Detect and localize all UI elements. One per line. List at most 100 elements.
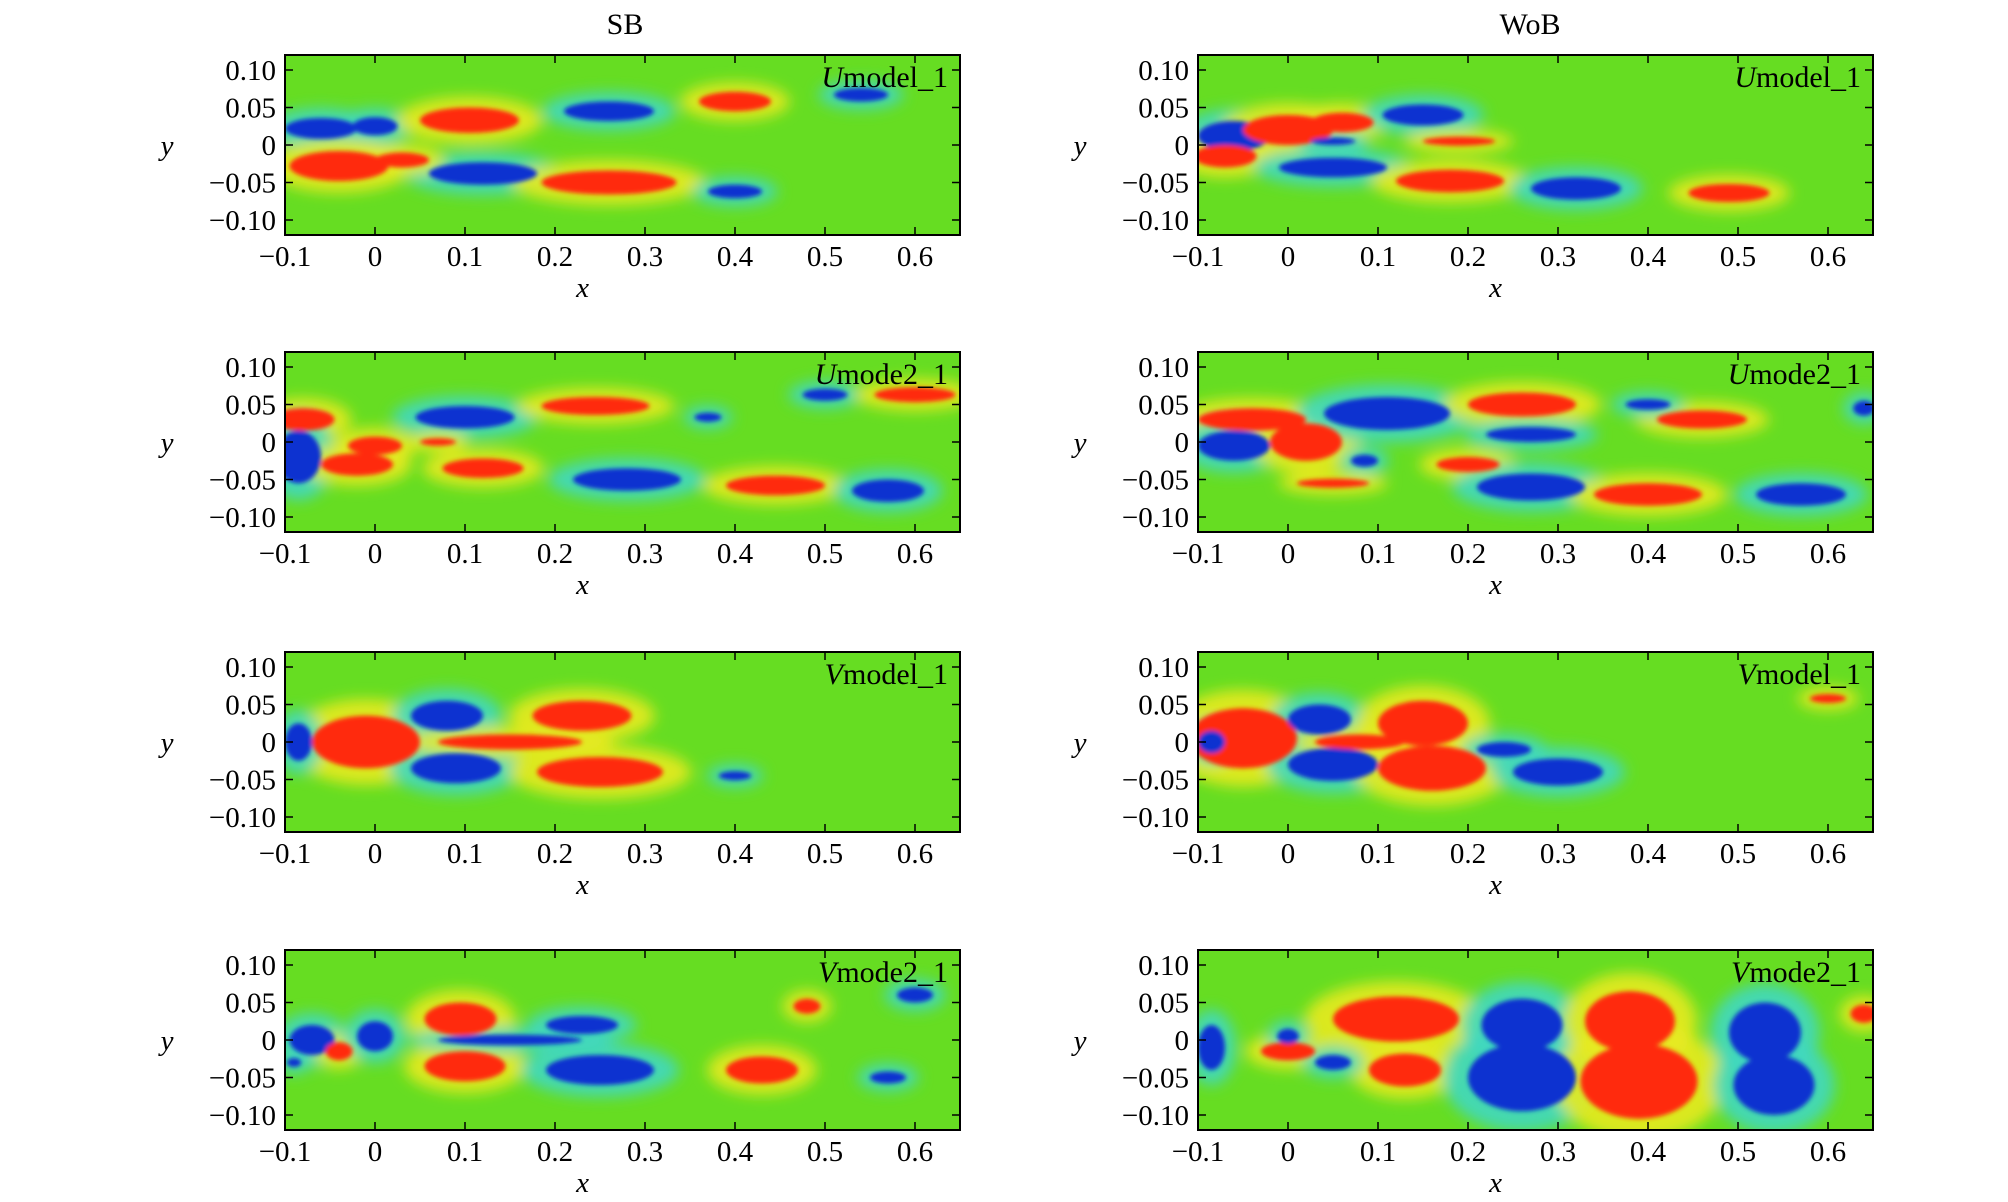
y-tick-label: 0.05 [225,690,276,722]
negative-structure [1310,137,1356,145]
negative-structure [1288,748,1378,781]
y-tick-label: 0.10 [225,352,276,384]
contour-field [285,979,946,1097]
x-tick-label: 0.1 [1360,241,1396,273]
x-tick-label: 0.3 [627,1136,663,1168]
x-axis-label: x [575,569,589,601]
negative-structure [429,162,537,185]
y-tick-label: 0.05 [1138,93,1189,125]
x-tick-label: 0.6 [1810,1136,1846,1168]
x-tick-label: 0.4 [1630,538,1667,570]
x-tick-label: 0.3 [627,241,663,273]
positive-structure [285,408,335,431]
positive-structure [1436,457,1500,472]
panel-label-mode: model_1 [843,61,948,94]
positive-structure [793,998,821,1014]
positive-structure [1369,1053,1441,1087]
x-tick-label: 0.3 [1540,538,1576,570]
x-tick-label: 0.4 [1630,838,1667,870]
y-tick-label: 0.05 [225,390,276,422]
x-tick-label: 0 [1281,1136,1296,1168]
negative-structure [411,700,483,731]
negative-structure [352,117,398,136]
y-tick-label: 0.05 [225,988,276,1020]
panel-sb-4: −0.1 0 0.1 0.2 0.3 0.4 0.5 0.60.100.050−0.05−0.… [158,949,961,1199]
x-tick-label: 0.2 [537,1136,573,1168]
x-tick-label: 0 [368,538,383,570]
panel-label: Umode2_1 [1728,358,1861,391]
x-tick-label: 0.6 [1810,838,1846,870]
positive-structure [1810,694,1846,703]
y-axis-label: y [158,130,174,162]
negative-structure [1625,399,1671,410]
positive-structure [1468,392,1576,417]
x-tick-label: 0.4 [1630,241,1667,273]
x-tick-label: 0 [1281,838,1296,870]
x-axis-label: x [575,869,589,901]
x-tick-label: 0.2 [537,838,573,870]
x-tick-label: 0.1 [447,241,483,273]
negative-structure [438,1034,582,1046]
x-tick-label: 0.1 [1360,1136,1396,1168]
positive-structure [420,438,456,446]
panel-sb-2: −0.1 0 0.1 0.2 0.3 0.4 0.5 0.60.100.050−0.05−0.… [158,351,961,601]
positive-structure [348,436,402,455]
contour-field [1198,94,1790,212]
panel-label: Vmodel_1 [825,658,948,691]
positive-structure [1198,145,1257,168]
negative-structure [1315,1055,1351,1070]
contour-field [1198,685,1859,806]
positive-structure [541,170,677,195]
x-tick-label: −0.1 [259,838,312,870]
x-axis-label: x [1488,869,1502,901]
panel-label-symbol: U [821,61,845,94]
positive-structure [1423,136,1495,146]
positive-structure [321,453,393,476]
negative-structure [1756,483,1846,506]
y-tick-label: 0.05 [225,93,276,125]
negative-structure [285,430,321,484]
x-tick-label: 0.4 [717,838,754,870]
x-tick-label: 0.3 [1540,1136,1576,1168]
positive-structure [438,734,582,750]
positive-structure [1378,745,1486,791]
panel-wob-1: −0.1 0 0.1 0.2 0.3 0.4 0.5 0.60.100.050−0.05−0.… [1071,54,1874,304]
y-tick-label: −0.05 [1122,765,1189,797]
x-tick-label: 0.5 [807,241,843,273]
panel-wob-4: −0.1 0 0.1 0.2 0.3 0.4 0.5 0.60.100.050−0.05−0.… [1071,949,1874,1199]
negative-structure [411,753,501,784]
x-tick-label: 0.4 [717,1136,754,1168]
x-tick-label: 0.1 [1360,838,1396,870]
x-tick-label: 0.5 [1720,838,1756,870]
positive-structure [1261,1042,1315,1061]
x-tick-label: 0.1 [447,538,483,570]
y-tick-label: −0.10 [1122,205,1189,237]
panel-label-mode: model_1 [843,658,948,691]
positive-structure [532,700,632,731]
x-tick-label: 0.4 [1630,1136,1667,1168]
x-axis-label: x [575,1167,589,1199]
x-tick-label: 0.2 [1450,538,1486,570]
negative-structure [852,479,924,502]
y-tick-label: −0.05 [209,168,276,200]
negative-structure [1486,427,1576,442]
panel-label-mode: mode2_1 [836,956,948,989]
y-tick-label: 0.05 [1138,690,1189,722]
negative-structure [357,1021,393,1052]
y-tick-label: −0.10 [1122,802,1189,834]
panel-label-mode: mode2_1 [1749,358,1861,391]
negative-structure [1279,157,1387,178]
positive-structure [699,91,771,112]
negative-structure [802,388,848,401]
x-tick-label: 0.3 [627,838,663,870]
y-tick-label: −0.05 [209,765,276,797]
negative-structure [870,1071,906,1084]
panel-label-mode: mode2_1 [836,358,948,391]
negative-structure [1198,1025,1225,1070]
negative-structure [289,1025,335,1055]
x-tick-label: −0.1 [1172,1136,1225,1168]
negative-structure [1531,177,1621,200]
positive-structure [1657,410,1747,429]
y-tick-label: 0.10 [1138,652,1189,684]
negative-structure [834,88,888,102]
